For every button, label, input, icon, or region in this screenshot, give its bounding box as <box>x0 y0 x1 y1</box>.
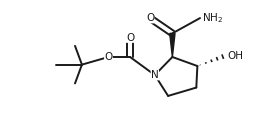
Text: N: N <box>151 70 159 80</box>
Text: NH$_2$: NH$_2$ <box>202 11 223 25</box>
Text: O: O <box>146 13 154 23</box>
Text: O: O <box>126 33 134 43</box>
Text: O: O <box>104 52 113 62</box>
Polygon shape <box>170 33 175 57</box>
Text: OH: OH <box>228 51 244 61</box>
